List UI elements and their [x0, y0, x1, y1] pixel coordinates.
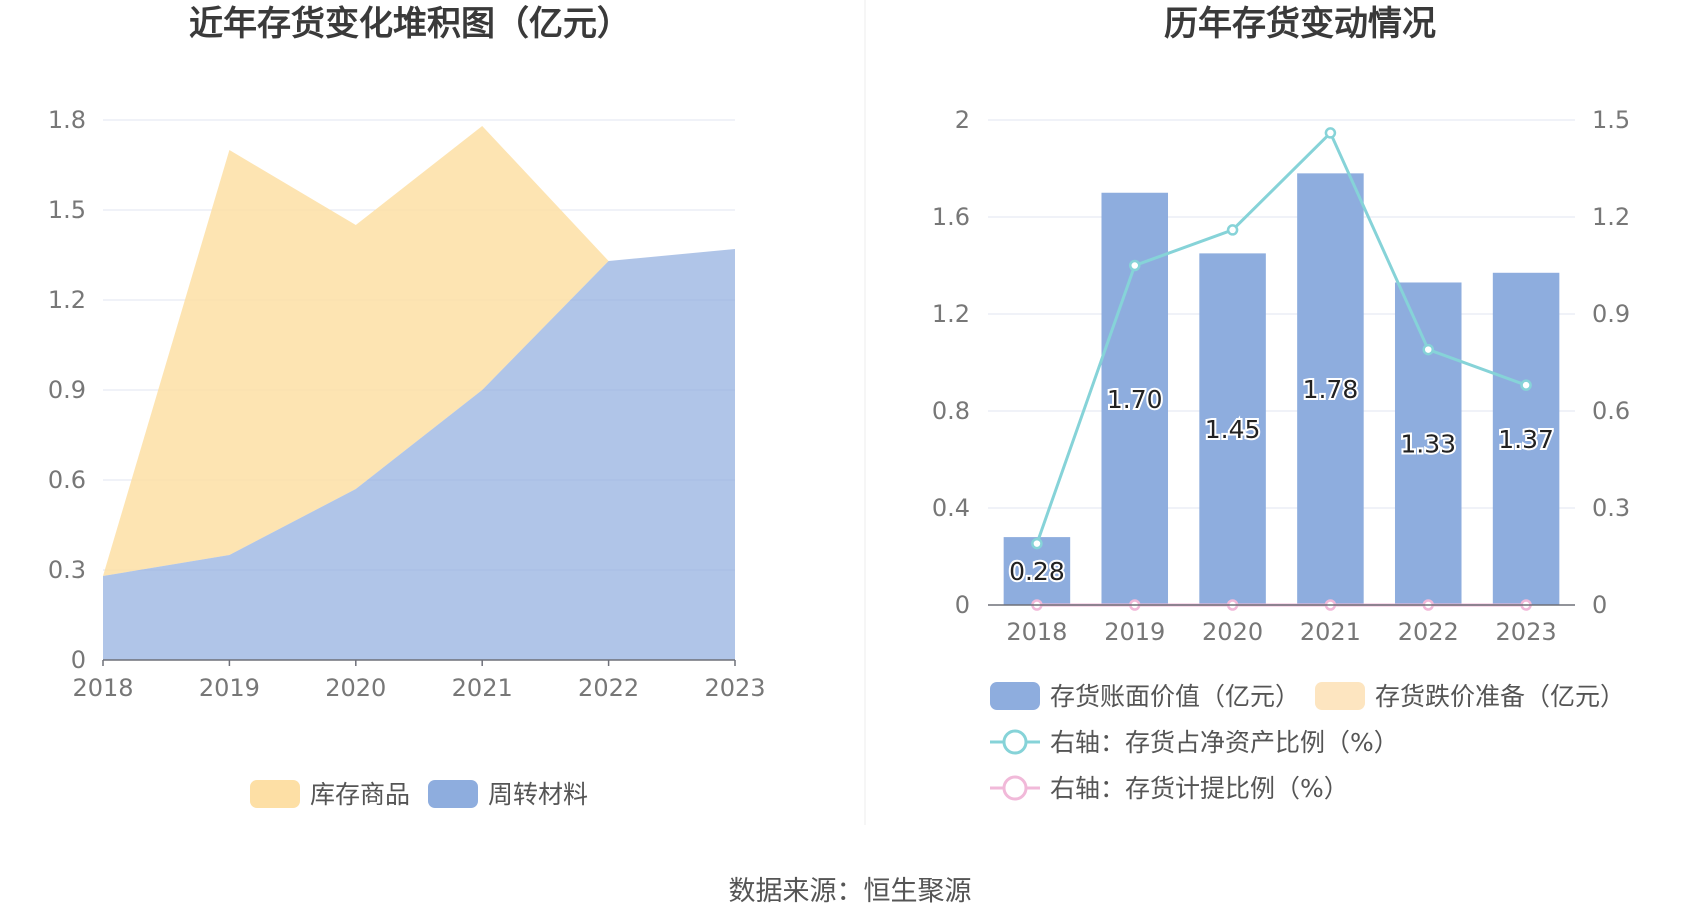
- left-x-tick-label: 2019: [199, 674, 260, 702]
- legend-label-kucun-shangpin[interactable]: 库存商品: [310, 780, 410, 809]
- point-jingzichan-bili[interactable]: [1031, 537, 1043, 550]
- left-axes: 0 0.3 0.6 0.9 1.2 1.5 1.8 2018 2019 2020 2021 2022 2…: [48, 106, 766, 702]
- left-area-series: [103, 126, 735, 660]
- bar-value-label: 1.70: [1107, 385, 1163, 414]
- right-x-tick-label: 2018: [1006, 618, 1067, 646]
- legend-label-diejia[interactable]: 存货跌价准备（亿元）: [1375, 682, 1625, 711]
- bar-value-label: 0.28: [1009, 557, 1065, 586]
- legend-label-jingzichan[interactable]: 右轴：存货占净资产比例（%）: [1050, 728, 1399, 757]
- area-kucun-shangpin: [103, 126, 735, 576]
- bar-cunhuo-zhangmian[interactable]: [1297, 173, 1364, 605]
- point-jingzichan-bili[interactable]: [1226, 224, 1239, 236]
- left-x-tick-label: 2020: [325, 674, 386, 702]
- line-jingzichan-bili: [1035, 130, 1527, 545]
- left-chart-title: 近年存货变化堆积图（亿元）: [189, 4, 631, 44]
- legend-label-zhangmian[interactable]: 存货账面价值（亿元）: [1050, 682, 1300, 711]
- left-x-tick-label: 2022: [578, 674, 639, 702]
- right-right-y-tick-label: 0.9: [1592, 300, 1630, 328]
- left-x-tick-label: 2023: [704, 674, 765, 702]
- bar-value-label: 1.45: [1205, 415, 1261, 444]
- left-legend[interactable]: 库存商品 周转材料: [250, 780, 588, 809]
- right-right-y-tick-label: 0.3: [1592, 494, 1630, 522]
- right-x-tick-label: 2022: [1398, 618, 1459, 646]
- data-source-note: 数据来源：恒生聚源: [729, 876, 972, 907]
- bar-cunhuo-zhangmian[interactable]: [1394, 282, 1462, 605]
- point-jingzichan-bili[interactable]: [1422, 343, 1434, 356]
- left-y-tick-label: 0.9: [48, 376, 86, 404]
- left-y-tick-label: 0: [71, 646, 86, 674]
- right-left-y-tick-label: 0: [955, 591, 970, 619]
- right-legend[interactable]: 存货账面价值（亿元） 存货跌价准备（亿元） 右轴：存货占净资产比例（%） 右轴：存货计…: [990, 682, 1625, 803]
- right-x-tick-label: 2023: [1496, 618, 1557, 646]
- right-bar-series: 0.28 1.70 1.45 1.78 1.33 1.37: [1003, 173, 1560, 605]
- right-left-y-tick-label: 0.8: [932, 397, 970, 425]
- left-y-tick-label: 0.6: [48, 466, 86, 494]
- legend-marker-jingzichan[interactable]: [1002, 729, 1028, 755]
- bar-value-label: 1.33: [1400, 430, 1456, 459]
- right-gridlines: [988, 119, 1575, 509]
- bar-cunhuo-zhangmian[interactable]: [1199, 253, 1266, 605]
- stacked-area-chart: 近年存货变化堆积图（亿元） 0 0.3 0.6 0.9 1.2 1.5 1.8 2018 201…: [48, 4, 766, 809]
- legend-marker-jiti[interactable]: [1002, 775, 1028, 801]
- point-jingzichan-bili[interactable]: [1129, 259, 1141, 272]
- bar-cunhuo-zhangmian[interactable]: [1492, 272, 1560, 605]
- left-y-tick-label: 1.8: [48, 106, 86, 134]
- point-jingzichan-bili[interactable]: [1324, 127, 1337, 139]
- legend-swatch-kucun-shangpin[interactable]: [250, 780, 300, 808]
- legend-label-jiti[interactable]: 右轴：存货计提比例（%）: [1050, 774, 1349, 803]
- legend-swatch-zhouzhuan-cailiao[interactable]: [428, 780, 478, 808]
- right-left-y-tick-label: 0.4: [932, 494, 970, 522]
- legend-swatch-zhangmian[interactable]: [990, 682, 1040, 710]
- bar-line-chart: 历年存货变动情况 0.28 1.70 1.45 1.78 1.33 1.37 0 0.4 0.…: [932, 4, 1630, 803]
- left-y-tick-label: 1.5: [48, 196, 86, 224]
- right-right-y-tick-label: 1.5: [1592, 106, 1630, 134]
- right-chart-title: 历年存货变动情况: [1164, 4, 1436, 44]
- left-y-tick-label: 0.3: [48, 556, 86, 584]
- right-x-tick-label: 2021: [1300, 618, 1361, 646]
- left-x-tick-label: 2021: [452, 674, 513, 702]
- right-right-y-tick-label: 1.2: [1592, 203, 1630, 231]
- right-left-y-tick-label: 1.2: [932, 300, 970, 328]
- bar-value-label: 1.78: [1303, 375, 1359, 404]
- left-x-tick-label: 2018: [72, 674, 133, 702]
- left-y-tick-label: 1.2: [48, 286, 86, 314]
- right-x-tick-label: 2020: [1202, 618, 1263, 646]
- right-left-y-tick-label: 2: [955, 106, 970, 134]
- legend-swatch-diejia[interactable]: [1315, 682, 1365, 710]
- right-axes: 0 0.4 0.8 1.2 1.6 2 0 0.3 0.6 0.9 1.2 1.5 2018 2019 20…: [932, 106, 1630, 646]
- area-zhouzhuan-cailiao: [103, 249, 735, 660]
- right-right-y-tick-label: 0.6: [1592, 397, 1630, 425]
- point-jingzichan-bili[interactable]: [1520, 379, 1532, 391]
- right-x-tick-label: 2019: [1104, 618, 1165, 646]
- right-right-y-tick-label: 0: [1592, 591, 1607, 619]
- bar-value-label: 1.37: [1498, 425, 1554, 454]
- right-left-y-tick-label: 1.6: [932, 203, 970, 231]
- legend-label-zhouzhuan-cailiao[interactable]: 周转材料: [488, 780, 588, 809]
